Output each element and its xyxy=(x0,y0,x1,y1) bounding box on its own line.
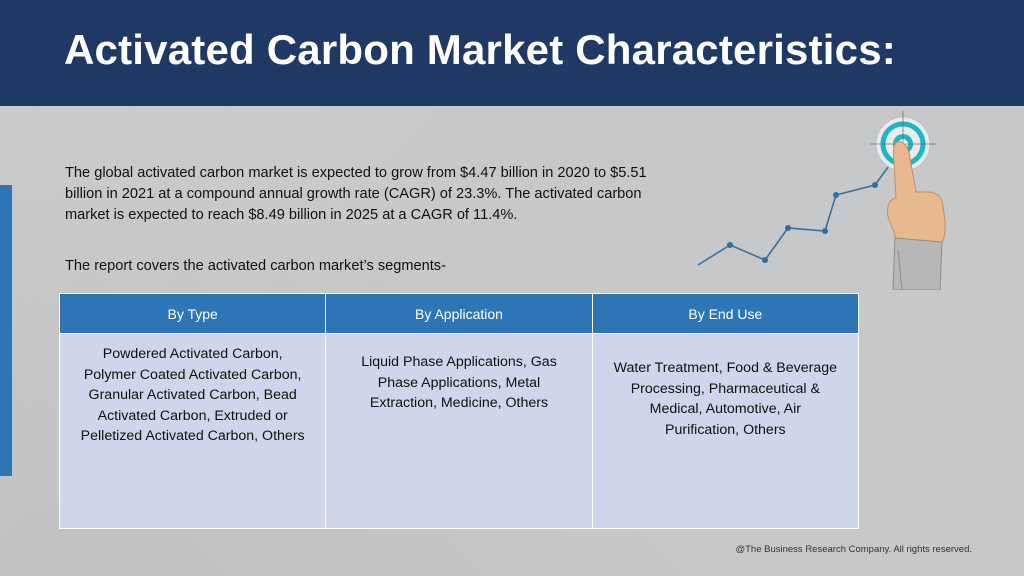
segments-table: By Type By Application By End Use Powder… xyxy=(58,293,860,529)
header-by-application: By Application xyxy=(325,293,593,334)
table-header-row: By Type By Application By End Use xyxy=(58,293,860,334)
header-by-end-use: By End Use xyxy=(591,293,860,334)
pointing-hand-icon xyxy=(887,141,946,290)
cell-type-list: Powdered Activated Carbon, Polymer Coate… xyxy=(58,333,327,529)
cell-end-use-list: Water Treatment, Food & Beverage Process… xyxy=(591,333,860,529)
title-banner: Activated Carbon Market Characteristics: xyxy=(0,0,1024,106)
page-title: Activated Carbon Market Characteristics: xyxy=(64,26,896,73)
segments-intro-text: The report covers the activated carbon m… xyxy=(65,258,446,274)
growth-points xyxy=(727,182,878,263)
market-summary-text: The global activated carbon market is ex… xyxy=(65,165,647,223)
copyright-footer: @The Business Research Company. All righ… xyxy=(735,544,972,555)
header-by-type: By Type xyxy=(58,293,327,334)
growth-target-icon xyxy=(697,111,946,290)
accent-bar xyxy=(0,185,12,476)
cell-application-list: Liquid Phase Applications, Gas Phase App… xyxy=(325,333,593,529)
growth-line xyxy=(697,147,903,266)
table-row: Powdered Activated Carbon, Polymer Coate… xyxy=(58,333,860,529)
